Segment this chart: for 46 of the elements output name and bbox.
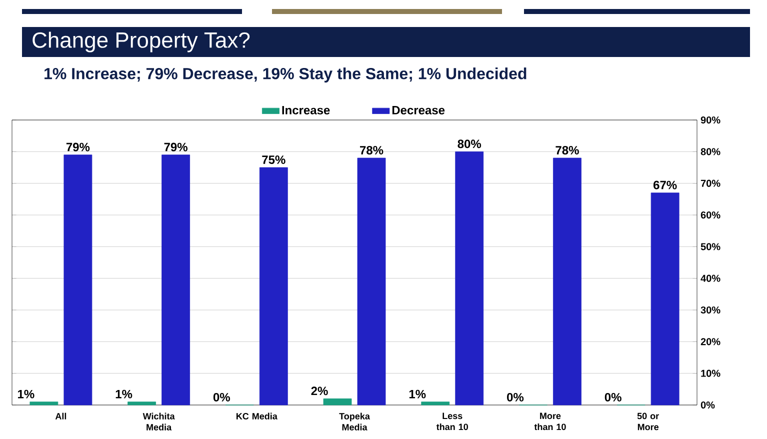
bar <box>30 402 58 406</box>
bar <box>323 398 352 406</box>
chart-title: Change Property Tax? <box>32 32 250 52</box>
x-tick-label: More than 10 <box>534 412 566 430</box>
bar <box>553 158 582 406</box>
y-tick-label: 60% <box>700 211 720 219</box>
x-tick-label: Wichita Media <box>142 412 175 430</box>
y-tick-label: 0% <box>700 401 715 409</box>
data-label: 0% <box>604 392 622 402</box>
data-label: 1% <box>409 390 426 398</box>
x-tick-label: Topeka Media <box>339 412 370 430</box>
chart-subtitle: 1% Increase; 79% Decrease, 19% Stay the Same; 1% Undecided <box>44 68 526 82</box>
x-tick-label: 50 or More <box>637 412 659 430</box>
x-tick-label: All <box>55 412 66 420</box>
y-tick-label: 40% <box>700 274 720 282</box>
data-label: 78% <box>360 146 384 154</box>
data-label: 67% <box>654 180 677 190</box>
bar <box>421 402 450 406</box>
legend-label: Increase <box>282 106 330 114</box>
bar <box>64 154 92 406</box>
data-label: 2% <box>311 386 328 396</box>
y-tick-label: 10% <box>701 370 720 377</box>
data-label: 1% <box>116 390 132 398</box>
bar <box>162 154 190 406</box>
y-tick-label: 30% <box>700 306 720 314</box>
y-tick-label: 20% <box>700 338 720 346</box>
y-tick-label: 70% <box>700 180 720 187</box>
data-label: 79% <box>66 142 90 152</box>
bar <box>455 151 484 406</box>
x-tick-label: KC Media <box>236 412 278 420</box>
data-label: 0% <box>507 392 524 402</box>
y-tick-label: 90% <box>700 116 720 124</box>
legend-label: Decrease <box>392 106 445 114</box>
bar <box>650 192 680 406</box>
data-label: 79% <box>164 142 188 152</box>
data-label: 0% <box>213 392 230 402</box>
x-tick-label: Less than 10 <box>436 412 468 430</box>
data-label: 1% <box>18 390 34 398</box>
bar <box>357 158 386 406</box>
data-label: 80% <box>458 140 482 148</box>
bar <box>128 402 156 406</box>
y-tick-label: 50% <box>700 243 720 250</box>
data-label: 78% <box>556 146 579 154</box>
bar <box>259 167 288 406</box>
y-tick-label: 80% <box>700 148 720 156</box>
data-label: 75% <box>262 156 286 164</box>
